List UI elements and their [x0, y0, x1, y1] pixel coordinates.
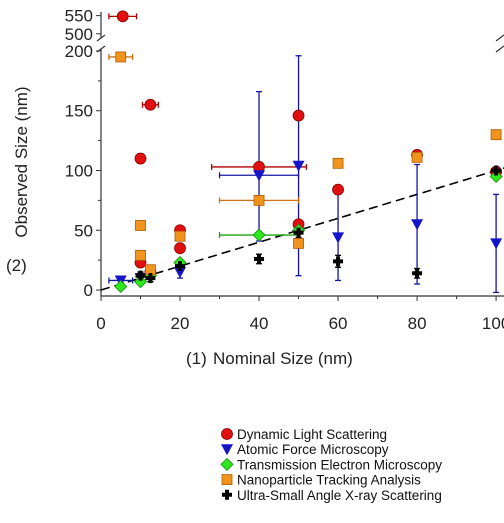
- legend-label: Transmission Electron Microscopy: [237, 457, 442, 472]
- y-axis-annotation: (2): [6, 256, 27, 275]
- data-point-square: [293, 238, 304, 249]
- x-tick-label: 40: [250, 314, 269, 333]
- data-point-cross: [254, 253, 265, 264]
- data-point-circle: [134, 152, 147, 165]
- legend-label: Dynamic Light Scattering: [237, 427, 387, 442]
- data-point-circle: [116, 10, 129, 23]
- y-tick-label: 50: [74, 221, 93, 240]
- legend-marker-square: [221, 474, 233, 486]
- data-point-cross: [491, 165, 502, 176]
- data-point-cross: [412, 268, 423, 279]
- x-tick-label: 60: [329, 314, 348, 333]
- data-point-diamond: [133, 275, 148, 289]
- y-tick-label: 550: [65, 7, 93, 26]
- data-point-circle: [174, 242, 186, 255]
- data-point-triangle-down: [253, 170, 266, 182]
- data-point-circle: [144, 98, 157, 111]
- data-point-triangle-down: [490, 238, 503, 250]
- axis-break-mark: [96, 34, 106, 42]
- y-tick-label: 100: [65, 162, 93, 181]
- reference-line-y-equals-x: [100, 167, 504, 291]
- axis-break-mark: [495, 34, 504, 42]
- data-point-square: [332, 157, 344, 169]
- x-axis-title: Nominal Size (nm): [213, 349, 353, 368]
- data-point-cross: [333, 256, 344, 267]
- data-point-triangle-down: [292, 160, 305, 172]
- data-point-square: [135, 220, 146, 231]
- legend-label: Nanoparticle Tracking Analysis: [237, 473, 421, 488]
- data-point-cross: [135, 270, 146, 281]
- data-point-triangle-down: [332, 232, 345, 244]
- data-markers: [114, 10, 503, 294]
- data-point-diamond: [252, 228, 266, 242]
- error-bars: [108, 13, 500, 294]
- data-point-cross: [175, 261, 186, 272]
- legend-marker-circle: [221, 428, 233, 440]
- reference-line-group: [100, 167, 504, 291]
- axis-break-mark: [495, 45, 504, 53]
- data-point-square: [174, 230, 186, 242]
- data-point-triangle-down: [174, 267, 187, 279]
- legend-label: Atomic Force Microscopy: [237, 442, 389, 457]
- legend-marker-triangle-down: [221, 444, 233, 456]
- y-tick-label: 200: [65, 42, 93, 61]
- x-tick-label: 20: [171, 314, 190, 333]
- data-point-circle: [332, 183, 344, 196]
- x-tick-label: 100: [482, 314, 504, 333]
- x-tick-label: 80: [408, 314, 427, 333]
- legend-marker-diamond: [220, 457, 234, 471]
- y-tick-label: 0: [84, 281, 93, 300]
- x-tick-label: 0: [96, 314, 105, 333]
- data-point-diamond: [489, 169, 503, 184]
- y-axis-title: Observed Size (nm): [12, 86, 31, 237]
- data-point-square: [253, 194, 265, 206]
- y-tick-label: 500: [65, 25, 93, 44]
- data-point-diamond: [114, 279, 128, 294]
- legend-marker-cross: [222, 489, 232, 500]
- y-tick-label: 150: [65, 102, 93, 121]
- data-point-cross: [145, 273, 156, 284]
- data-point-circle: [292, 109, 305, 122]
- x-axis-annotation: (1): [186, 349, 207, 368]
- data-point-cross: [293, 227, 304, 238]
- data-point-square: [411, 151, 423, 163]
- data-point-triangle-down: [411, 219, 424, 231]
- data-point-square: [135, 249, 146, 261]
- data-point-square: [115, 51, 127, 63]
- data-point-square: [490, 129, 502, 141]
- legend-label: Ultra-Small Angle X-ray Scattering: [237, 488, 442, 503]
